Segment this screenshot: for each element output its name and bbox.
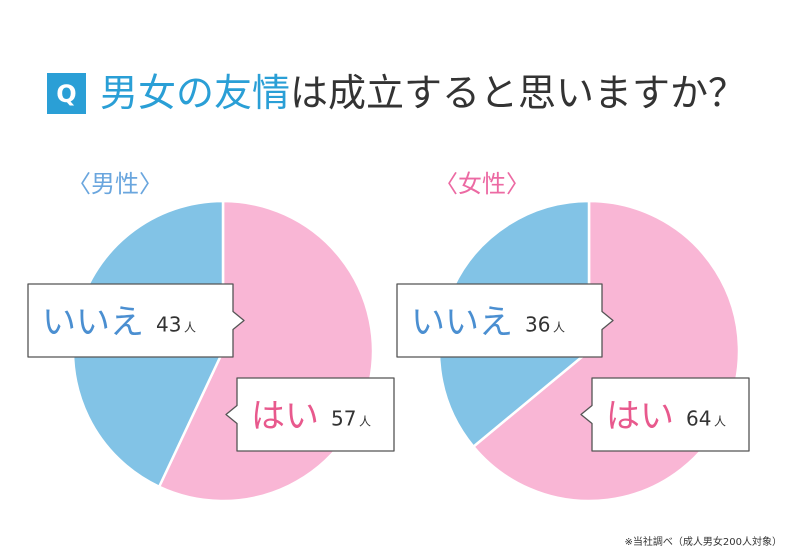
footnote: ※当社調べ（成人男女200人対象） xyxy=(624,537,782,548)
callout-yes: はい 64 人 xyxy=(580,377,750,452)
slice-label: いいえ xyxy=(411,303,513,343)
slice-label: はい xyxy=(251,397,319,437)
callout-box xyxy=(27,283,245,358)
page-title: 男女の友情は成立すると思いますか？ xyxy=(100,70,746,116)
title-highlight: 男女の友情 xyxy=(100,71,291,115)
callout-no: いいえ 43 人 xyxy=(27,283,245,358)
slice-value: 64 xyxy=(686,407,711,431)
callout-box xyxy=(580,377,750,452)
slice-unit: 人 xyxy=(553,321,565,335)
slice-value: 43 xyxy=(156,313,181,337)
slice-value: 57 xyxy=(331,407,356,431)
callout-box xyxy=(396,283,614,358)
q-badge: Q xyxy=(47,73,86,114)
slice-unit: 人 xyxy=(714,415,726,429)
slice-unit: 人 xyxy=(184,321,196,335)
slice-label: いいえ xyxy=(42,303,144,343)
title-rest: は成立すると思いますか？ xyxy=(290,71,747,115)
callout-no: いいえ 36 人 xyxy=(396,283,614,358)
chart-title: 〈女性〉 xyxy=(434,170,530,198)
slice-value: 36 xyxy=(525,313,550,337)
callout-box xyxy=(225,377,395,452)
chart-title: 〈男性〉 xyxy=(67,170,163,198)
slice-unit: 人 xyxy=(359,415,371,429)
callout-yes: はい 57 人 xyxy=(225,377,395,452)
slice-label: はい xyxy=(606,397,674,437)
